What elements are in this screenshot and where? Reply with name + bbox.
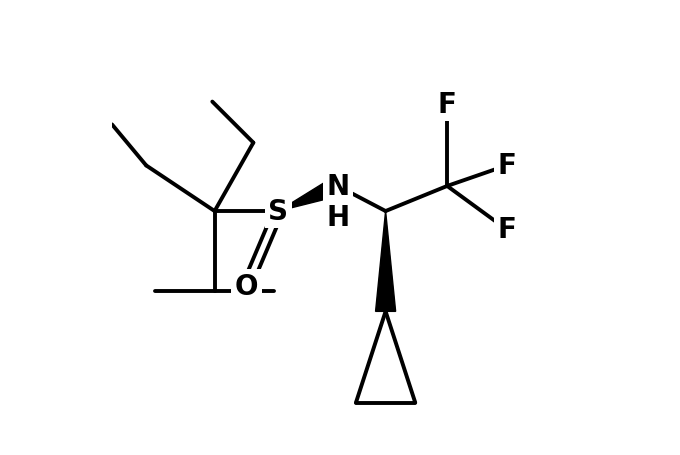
- Polygon shape: [375, 212, 396, 312]
- Text: F: F: [497, 152, 516, 180]
- Text: O: O: [235, 273, 258, 301]
- Text: F: F: [438, 91, 456, 119]
- Text: H: H: [326, 203, 350, 232]
- Text: N: N: [326, 172, 350, 201]
- Text: S: S: [269, 197, 288, 226]
- Polygon shape: [278, 177, 341, 212]
- Text: F: F: [497, 216, 516, 244]
